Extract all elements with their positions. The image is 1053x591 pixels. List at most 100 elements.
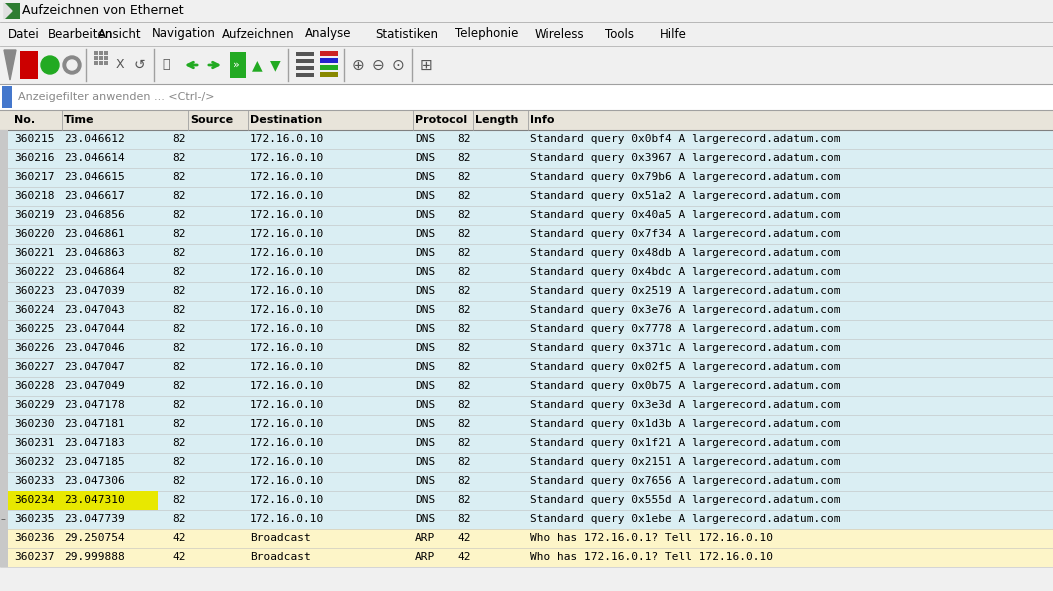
Text: 172.16.0.10: 172.16.0.10 <box>250 514 324 524</box>
Bar <box>0 46 1053 84</box>
Text: 29.250754: 29.250754 <box>64 533 124 543</box>
Text: 82: 82 <box>457 381 471 391</box>
Text: DNS: DNS <box>415 324 435 334</box>
Text: Broadcast: Broadcast <box>250 552 311 562</box>
Bar <box>0 434 1053 453</box>
Bar <box>0 263 1053 282</box>
Bar <box>0 263 8 282</box>
Text: 82: 82 <box>173 362 186 372</box>
Text: 82: 82 <box>457 210 471 220</box>
Text: 82: 82 <box>173 457 186 467</box>
Text: 82: 82 <box>457 495 471 505</box>
Text: 360226: 360226 <box>14 343 55 353</box>
Bar <box>296 52 314 56</box>
Bar <box>296 73 314 77</box>
Text: Standard query 0x2151 A largerecord.adatum.com: Standard query 0x2151 A largerecord.adat… <box>530 457 840 467</box>
Text: 360222: 360222 <box>14 267 55 277</box>
Text: 360227: 360227 <box>14 362 55 372</box>
Text: Standard query 0x7656 A largerecord.adatum.com: Standard query 0x7656 A largerecord.adat… <box>530 476 840 486</box>
Text: Ansicht: Ansicht <box>98 28 141 41</box>
Text: 82: 82 <box>457 457 471 467</box>
Bar <box>0 225 1053 244</box>
Circle shape <box>67 60 77 70</box>
Text: 360232: 360232 <box>14 457 55 467</box>
Text: Standard query 0x7778 A largerecord.adatum.com: Standard query 0x7778 A largerecord.adat… <box>530 324 840 334</box>
Text: ▼: ▼ <box>270 58 281 72</box>
Text: 172.16.0.10: 172.16.0.10 <box>250 438 324 448</box>
Text: Datei: Datei <box>8 28 40 41</box>
Text: 23.047181: 23.047181 <box>64 419 124 429</box>
Text: 172.16.0.10: 172.16.0.10 <box>250 400 324 410</box>
Bar <box>8 491 158 510</box>
Text: ⊞: ⊞ <box>420 57 433 73</box>
Text: 172.16.0.10: 172.16.0.10 <box>250 343 324 353</box>
Circle shape <box>63 56 81 74</box>
Bar <box>0 22 1053 46</box>
Text: 82: 82 <box>173 305 186 315</box>
Text: 23.046614: 23.046614 <box>64 153 124 163</box>
Bar <box>0 491 8 510</box>
Bar <box>4 3 20 19</box>
Bar <box>0 225 8 244</box>
Text: 82: 82 <box>457 286 471 296</box>
Text: ARP: ARP <box>415 533 435 543</box>
Text: 23.046617: 23.046617 <box>64 191 124 201</box>
Bar <box>0 130 1053 149</box>
Text: Standard query 0x371c A largerecord.adatum.com: Standard query 0x371c A largerecord.adat… <box>530 343 840 353</box>
Bar <box>104 61 108 65</box>
Text: Standard query 0x0bf4 A largerecord.adatum.com: Standard query 0x0bf4 A largerecord.adat… <box>530 134 840 144</box>
Text: 360219: 360219 <box>14 210 55 220</box>
Text: 82: 82 <box>173 229 186 239</box>
Text: 23.047049: 23.047049 <box>64 381 124 391</box>
Text: DNS: DNS <box>415 172 435 182</box>
Bar <box>0 510 8 529</box>
Text: 360234: 360234 <box>14 495 55 505</box>
Text: DNS: DNS <box>415 362 435 372</box>
Text: 23.047739: 23.047739 <box>64 514 124 524</box>
Text: 360230: 360230 <box>14 419 55 429</box>
Text: Tools: Tools <box>605 28 634 41</box>
Text: Analyse: Analyse <box>305 28 352 41</box>
Text: DNS: DNS <box>415 438 435 448</box>
Bar <box>20 51 38 79</box>
Text: 82: 82 <box>457 476 471 486</box>
Text: Standard query 0x555d A largerecord.adatum.com: Standard query 0x555d A largerecord.adat… <box>530 495 840 505</box>
Text: 82: 82 <box>173 210 186 220</box>
Text: Who has 172.16.0.1? Tell 172.16.0.10: Who has 172.16.0.1? Tell 172.16.0.10 <box>530 552 773 562</box>
Text: 23.047046: 23.047046 <box>64 343 124 353</box>
Text: 172.16.0.10: 172.16.0.10 <box>250 305 324 315</box>
Text: 23.047310: 23.047310 <box>64 495 124 505</box>
Circle shape <box>41 56 59 74</box>
Text: 🔍: 🔍 <box>162 59 170 72</box>
Text: 82: 82 <box>457 229 471 239</box>
Bar <box>0 358 8 377</box>
Text: 82: 82 <box>457 419 471 429</box>
Text: 360235: 360235 <box>14 514 55 524</box>
Bar <box>0 529 8 548</box>
Text: Standard query 0x3e3d A largerecord.adatum.com: Standard query 0x3e3d A largerecord.adat… <box>530 400 840 410</box>
Text: ⊙: ⊙ <box>392 57 404 73</box>
Text: Standard query 0x7f34 A largerecord.adatum.com: Standard query 0x7f34 A largerecord.adat… <box>530 229 840 239</box>
Text: 172.16.0.10: 172.16.0.10 <box>250 153 324 163</box>
Text: 23.046863: 23.046863 <box>64 248 124 258</box>
Text: Standard query 0x1d3b A largerecord.adatum.com: Standard query 0x1d3b A largerecord.adat… <box>530 419 840 429</box>
Text: 172.16.0.10: 172.16.0.10 <box>250 248 324 258</box>
Text: DNS: DNS <box>415 286 435 296</box>
Bar <box>0 529 1053 548</box>
Bar <box>0 453 8 472</box>
Bar <box>0 567 1053 591</box>
Text: 172.16.0.10: 172.16.0.10 <box>250 229 324 239</box>
Text: 82: 82 <box>457 191 471 201</box>
Text: 360224: 360224 <box>14 305 55 315</box>
Bar <box>0 110 1053 130</box>
Bar <box>0 301 1053 320</box>
Text: 23.047043: 23.047043 <box>64 305 124 315</box>
Text: ▲: ▲ <box>252 58 262 72</box>
Text: 82: 82 <box>457 324 471 334</box>
Text: DNS: DNS <box>415 514 435 524</box>
Text: 82: 82 <box>173 267 186 277</box>
Text: 360236: 360236 <box>14 533 55 543</box>
Bar <box>94 56 98 60</box>
Bar <box>0 453 1053 472</box>
Text: Protocol: Protocol <box>415 115 468 125</box>
